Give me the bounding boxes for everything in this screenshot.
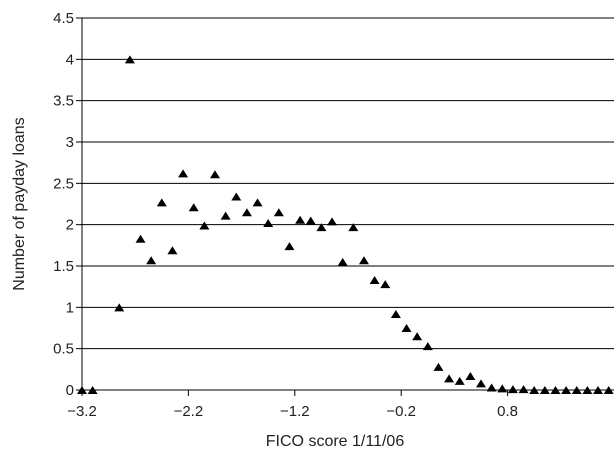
data-point <box>156 198 167 207</box>
data-point <box>327 217 338 226</box>
data-point <box>114 303 125 312</box>
data-point <box>273 208 284 217</box>
data-point <box>369 276 380 285</box>
data-point <box>167 246 178 255</box>
data-point <box>550 386 561 394</box>
x-tick-labels: −3.2 −2.2 −1.2 −0.2 0.8 <box>67 403 518 420</box>
data-point <box>518 385 529 394</box>
data-point <box>497 384 508 393</box>
data-point <box>390 309 401 318</box>
data-point <box>433 362 444 371</box>
data-point <box>231 192 242 201</box>
data-point <box>529 386 540 394</box>
y-tick-label: 1.5 <box>53 258 74 275</box>
data-point <box>561 386 572 394</box>
data-point <box>305 216 316 225</box>
data-point <box>199 221 210 230</box>
data-point <box>593 386 604 394</box>
data-point <box>539 386 550 394</box>
x-tick-label: −1.2 <box>280 403 310 420</box>
data-point <box>465 371 476 380</box>
data-point <box>486 383 497 392</box>
data-point <box>337 257 348 266</box>
y-axis-label: Number of payday loans <box>11 117 28 290</box>
data-point <box>241 208 252 217</box>
data-point <box>284 242 295 251</box>
data-point <box>263 219 274 228</box>
x-axis-label: FICO score 1/11/06 <box>266 433 405 450</box>
y-tick-label: 3 <box>66 134 74 151</box>
data-point <box>348 223 359 232</box>
data-point <box>77 386 87 394</box>
data-point <box>146 256 157 265</box>
data-point <box>316 223 327 232</box>
data-point <box>444 374 455 383</box>
data-point <box>582 386 593 394</box>
y-tick-label: 1 <box>66 299 74 316</box>
y-tick-label: 2 <box>66 217 74 234</box>
y-tick-label: 4 <box>66 51 74 68</box>
x-tick-label: −3.2 <box>67 403 97 420</box>
data-point <box>220 211 231 220</box>
data-point <box>135 234 146 243</box>
data-point <box>476 379 486 388</box>
x-tick-label: −0.2 <box>386 403 416 420</box>
data-point <box>124 55 135 64</box>
data-point <box>603 386 614 394</box>
y-tick-label: 4.5 <box>53 10 74 27</box>
data-point <box>178 169 189 178</box>
data-point <box>412 332 423 341</box>
y-tick-label: 2.5 <box>53 175 74 192</box>
data-point <box>454 376 465 385</box>
data-point <box>210 170 220 179</box>
x-tick-label: −2.2 <box>174 403 204 420</box>
y-tick-label: 3.5 <box>53 93 74 110</box>
data-point <box>188 203 199 212</box>
data-point <box>252 198 263 207</box>
data-point <box>87 386 98 394</box>
data-point <box>401 324 412 332</box>
data-point <box>571 386 582 394</box>
data-point <box>380 280 391 289</box>
y-tick-label: 0.5 <box>53 341 74 358</box>
data-point <box>358 256 369 265</box>
y-tick-label: 0 <box>66 382 74 399</box>
data-point <box>422 342 433 351</box>
data-point <box>507 385 518 394</box>
gridlines <box>82 17 614 350</box>
x-tick-label: 0.8 <box>497 403 518 420</box>
data-point <box>295 215 306 224</box>
axes <box>76 17 614 396</box>
y-tick-labels: 0 0.5 1 1.5 2 2.5 3 3.5 4 4.5 <box>53 10 74 399</box>
data-points <box>77 55 614 394</box>
